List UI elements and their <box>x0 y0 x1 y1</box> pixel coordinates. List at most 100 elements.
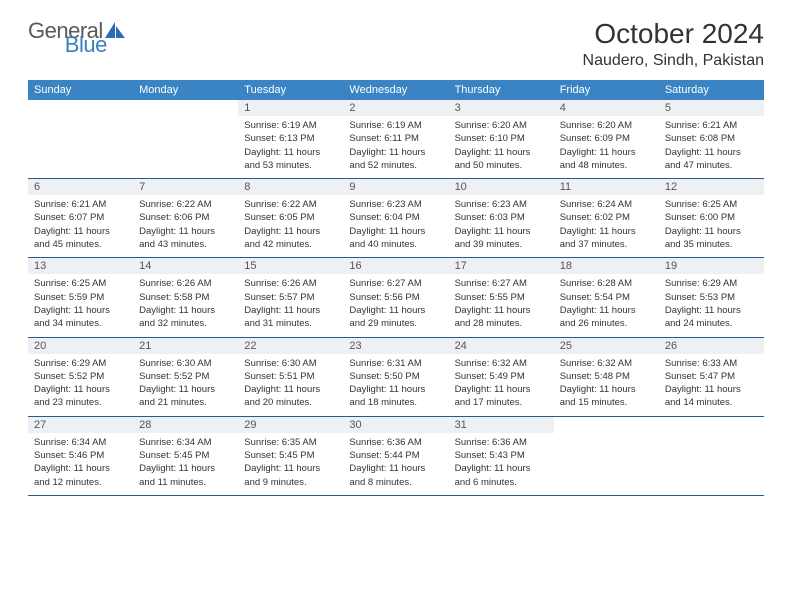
day-body: Sunrise: 6:31 AMSunset: 5:50 PMDaylight:… <box>343 354 448 416</box>
sunset-text: Sunset: 5:52 PM <box>139 370 232 383</box>
day-body: Sunrise: 6:26 AMSunset: 5:57 PMDaylight:… <box>238 274 343 336</box>
daylight-text: Daylight: 11 hours and 39 minutes. <box>455 225 548 252</box>
sunset-text: Sunset: 5:47 PM <box>665 370 758 383</box>
sunrise-text: Sunrise: 6:24 AM <box>560 198 653 211</box>
day-cell: 19Sunrise: 6:29 AMSunset: 5:53 PMDayligh… <box>659 258 764 337</box>
sunrise-text: Sunrise: 6:26 AM <box>139 277 232 290</box>
day-number: 21 <box>133 338 238 354</box>
day-cell: 26Sunrise: 6:33 AMSunset: 5:47 PMDayligh… <box>659 337 764 416</box>
sunrise-text: Sunrise: 6:27 AM <box>349 277 442 290</box>
daylight-text: Daylight: 11 hours and 37 minutes. <box>560 225 653 252</box>
day-body: Sunrise: 6:25 AMSunset: 5:59 PMDaylight:… <box>28 274 133 336</box>
daylight-text: Daylight: 11 hours and 24 minutes. <box>665 304 758 331</box>
sunrise-text: Sunrise: 6:21 AM <box>665 119 758 132</box>
day-cell: 31Sunrise: 6:36 AMSunset: 5:43 PMDayligh… <box>449 416 554 495</box>
day-cell: 6Sunrise: 6:21 AMSunset: 6:07 PMDaylight… <box>28 179 133 258</box>
sunrise-text: Sunrise: 6:30 AM <box>244 357 337 370</box>
calendar-page: General Blue October 2024 Naudero, Sindh… <box>0 0 792 514</box>
dow-sunday: Sunday <box>28 80 133 100</box>
sunrise-text: Sunrise: 6:35 AM <box>244 436 337 449</box>
sunset-text: Sunset: 5:49 PM <box>455 370 548 383</box>
day-cell: 17Sunrise: 6:27 AMSunset: 5:55 PMDayligh… <box>449 258 554 337</box>
sunrise-text: Sunrise: 6:32 AM <box>455 357 548 370</box>
day-number: 10 <box>449 179 554 195</box>
day-number: 17 <box>449 258 554 274</box>
day-body: Sunrise: 6:27 AMSunset: 5:55 PMDaylight:… <box>449 274 554 336</box>
day-number: 27 <box>28 417 133 433</box>
day-body: Sunrise: 6:21 AMSunset: 6:08 PMDaylight:… <box>659 116 764 178</box>
title-block: October 2024 Naudero, Sindh, Pakistan <box>583 18 764 70</box>
daylight-text: Daylight: 11 hours and 29 minutes. <box>349 304 442 331</box>
day-number: 11 <box>554 179 659 195</box>
sunrise-text: Sunrise: 6:33 AM <box>665 357 758 370</box>
sunset-text: Sunset: 5:45 PM <box>139 449 232 462</box>
daylight-text: Daylight: 11 hours and 15 minutes. <box>560 383 653 410</box>
sunset-text: Sunset: 5:59 PM <box>34 291 127 304</box>
day-cell: 5Sunrise: 6:21 AMSunset: 6:08 PMDaylight… <box>659 100 764 179</box>
day-cell: 1Sunrise: 6:19 AMSunset: 6:13 PMDaylight… <box>238 100 343 179</box>
day-cell: 2Sunrise: 6:19 AMSunset: 6:11 PMDaylight… <box>343 100 448 179</box>
day-cell: 8Sunrise: 6:22 AMSunset: 6:05 PMDaylight… <box>238 179 343 258</box>
sunset-text: Sunset: 6:00 PM <box>665 211 758 224</box>
dow-header-row: Sunday Monday Tuesday Wednesday Thursday… <box>28 80 764 100</box>
day-cell: 30Sunrise: 6:36 AMSunset: 5:44 PMDayligh… <box>343 416 448 495</box>
daylight-text: Daylight: 11 hours and 8 minutes. <box>349 462 442 489</box>
day-body: Sunrise: 6:22 AMSunset: 6:06 PMDaylight:… <box>133 195 238 257</box>
day-cell: 22Sunrise: 6:30 AMSunset: 5:51 PMDayligh… <box>238 337 343 416</box>
daylight-text: Daylight: 11 hours and 43 minutes. <box>139 225 232 252</box>
sunrise-text: Sunrise: 6:32 AM <box>560 357 653 370</box>
day-body: Sunrise: 6:35 AMSunset: 5:45 PMDaylight:… <box>238 433 343 495</box>
sunrise-text: Sunrise: 6:26 AM <box>244 277 337 290</box>
daylight-text: Daylight: 11 hours and 53 minutes. <box>244 146 337 173</box>
day-number: 12 <box>659 179 764 195</box>
sunset-text: Sunset: 6:07 PM <box>34 211 127 224</box>
day-cell: 28Sunrise: 6:34 AMSunset: 5:45 PMDayligh… <box>133 416 238 495</box>
sunset-text: Sunset: 5:56 PM <box>349 291 442 304</box>
day-body <box>28 104 133 164</box>
day-number: 4 <box>554 100 659 116</box>
week-row: 6Sunrise: 6:21 AMSunset: 6:07 PMDaylight… <box>28 179 764 258</box>
daylight-text: Daylight: 11 hours and 20 minutes. <box>244 383 337 410</box>
day-number: 5 <box>659 100 764 116</box>
sunset-text: Sunset: 6:11 PM <box>349 132 442 145</box>
daylight-text: Daylight: 11 hours and 18 minutes. <box>349 383 442 410</box>
day-cell: 15Sunrise: 6:26 AMSunset: 5:57 PMDayligh… <box>238 258 343 337</box>
day-cell: 12Sunrise: 6:25 AMSunset: 6:00 PMDayligh… <box>659 179 764 258</box>
sunset-text: Sunset: 5:45 PM <box>244 449 337 462</box>
day-number: 19 <box>659 258 764 274</box>
daylight-text: Daylight: 11 hours and 31 minutes. <box>244 304 337 331</box>
sunset-text: Sunset: 6:05 PM <box>244 211 337 224</box>
day-number: 30 <box>343 417 448 433</box>
day-number: 31 <box>449 417 554 433</box>
sunset-text: Sunset: 6:08 PM <box>665 132 758 145</box>
day-body <box>554 421 659 481</box>
day-body: Sunrise: 6:21 AMSunset: 6:07 PMDaylight:… <box>28 195 133 257</box>
day-cell: 21Sunrise: 6:30 AMSunset: 5:52 PMDayligh… <box>133 337 238 416</box>
day-number: 28 <box>133 417 238 433</box>
daylight-text: Daylight: 11 hours and 12 minutes. <box>34 462 127 489</box>
sunrise-text: Sunrise: 6:31 AM <box>349 357 442 370</box>
day-body: Sunrise: 6:29 AMSunset: 5:53 PMDaylight:… <box>659 274 764 336</box>
day-number: 16 <box>343 258 448 274</box>
day-body: Sunrise: 6:26 AMSunset: 5:58 PMDaylight:… <box>133 274 238 336</box>
sunrise-text: Sunrise: 6:29 AM <box>34 357 127 370</box>
day-cell: 9Sunrise: 6:23 AMSunset: 6:04 PMDaylight… <box>343 179 448 258</box>
sunset-text: Sunset: 5:52 PM <box>34 370 127 383</box>
location-text: Naudero, Sindh, Pakistan <box>583 52 764 70</box>
day-cell <box>554 416 659 495</box>
day-number: 8 <box>238 179 343 195</box>
day-cell: 24Sunrise: 6:32 AMSunset: 5:49 PMDayligh… <box>449 337 554 416</box>
day-cell <box>659 416 764 495</box>
sunset-text: Sunset: 5:43 PM <box>455 449 548 462</box>
week-row: 1Sunrise: 6:19 AMSunset: 6:13 PMDaylight… <box>28 100 764 179</box>
sunset-text: Sunset: 5:46 PM <box>34 449 127 462</box>
sunset-text: Sunset: 5:57 PM <box>244 291 337 304</box>
day-number: 15 <box>238 258 343 274</box>
sunset-text: Sunset: 6:10 PM <box>455 132 548 145</box>
sunset-text: Sunset: 5:44 PM <box>349 449 442 462</box>
daylight-text: Daylight: 11 hours and 40 minutes. <box>349 225 442 252</box>
day-number: 23 <box>343 338 448 354</box>
daylight-text: Daylight: 11 hours and 45 minutes. <box>34 225 127 252</box>
day-body: Sunrise: 6:29 AMSunset: 5:52 PMDaylight:… <box>28 354 133 416</box>
day-body: Sunrise: 6:22 AMSunset: 6:05 PMDaylight:… <box>238 195 343 257</box>
